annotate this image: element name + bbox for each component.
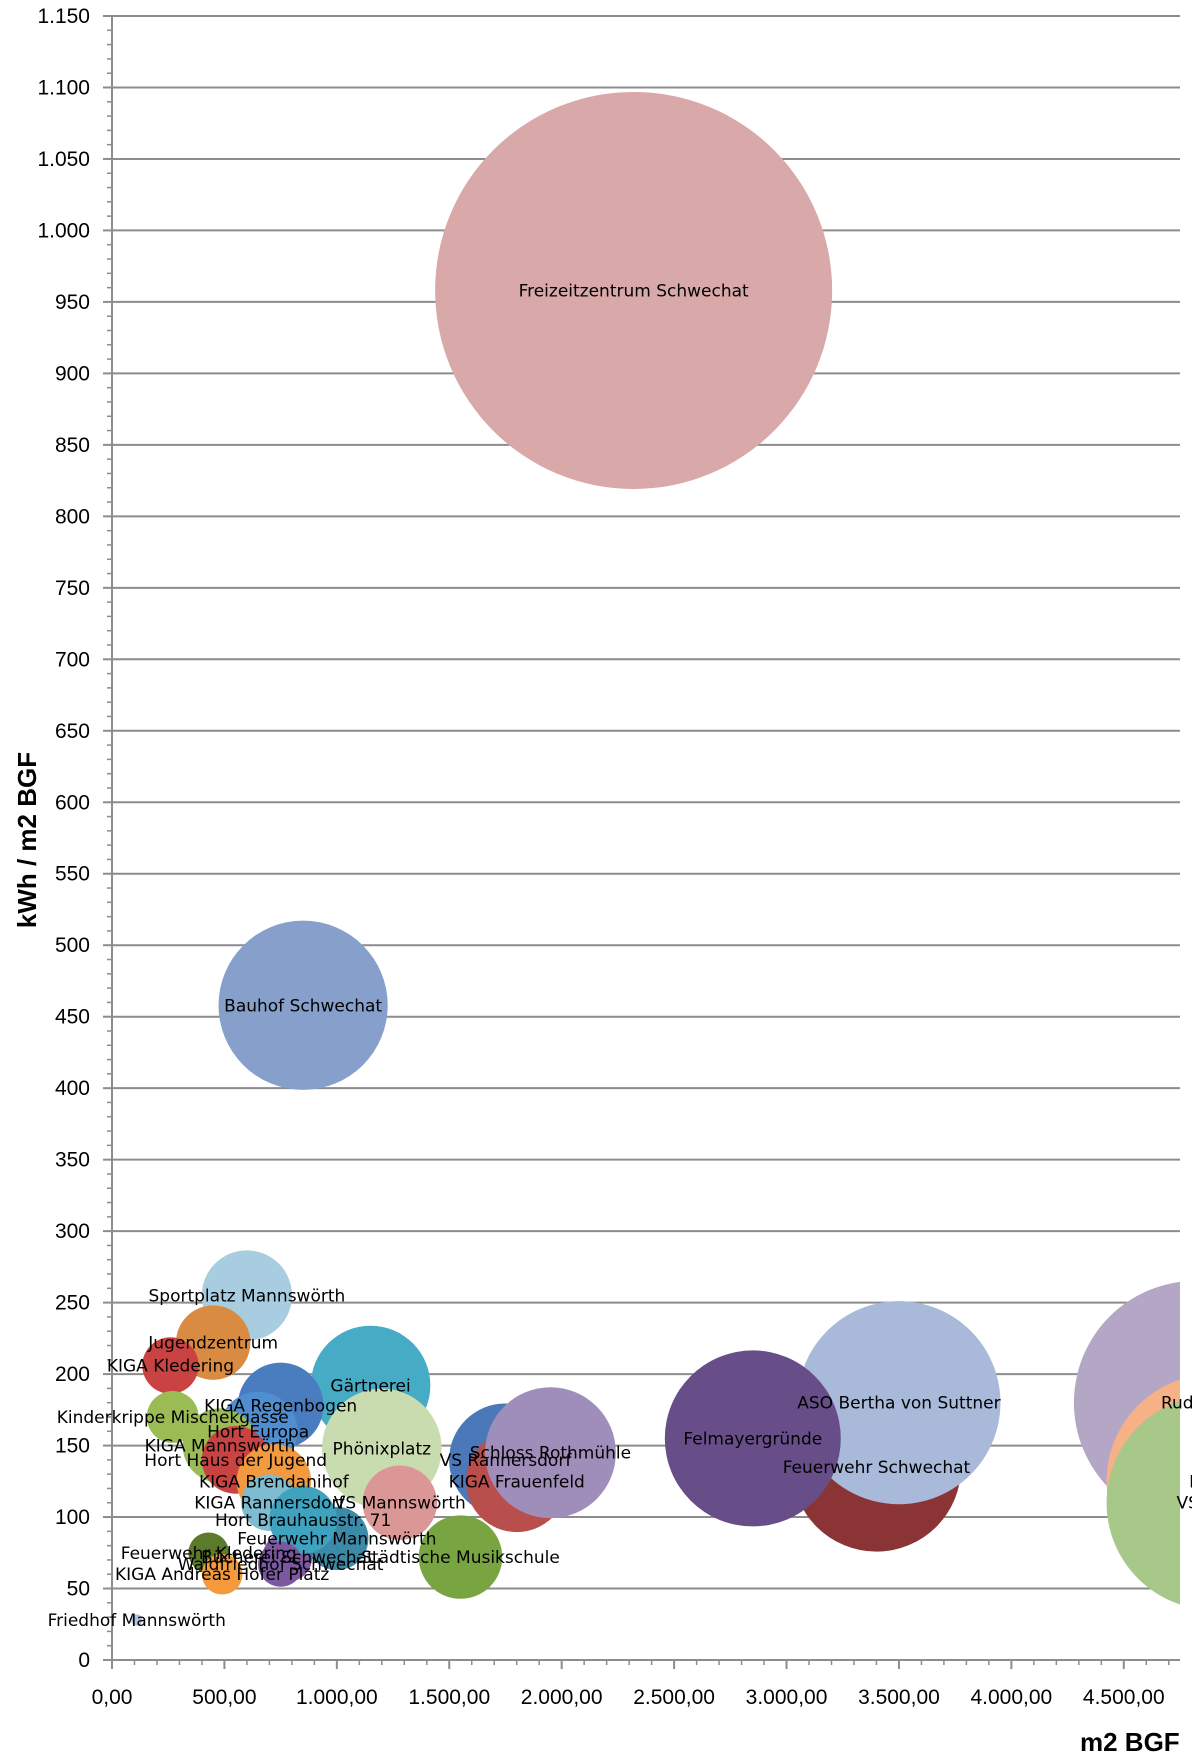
bubble-layer <box>131 91 1180 1626</box>
y-tick-label: 800 <box>55 505 90 528</box>
bubble-vs1-2-s <box>1106 1401 1180 1605</box>
x-tick-label: 1.000,00 <box>296 1686 378 1709</box>
bubble-aso-bertha-von-suttner <box>797 1301 1001 1505</box>
x-tick-label: 1.500,00 <box>408 1686 490 1709</box>
y-tick-label: 550 <box>55 863 90 886</box>
y-tick-label: 0 <box>78 1649 90 1672</box>
bubble-kiga-andreas-hofer-platz <box>201 1553 243 1595</box>
bubble-waldfriedhof-schwechat <box>258 1541 304 1587</box>
bubble-label-felmayergr-nde: Felmayergründe <box>683 1429 822 1449</box>
y-tick-label: 150 <box>55 1435 90 1458</box>
y-tick-label: 200 <box>55 1363 90 1386</box>
bubble-label-kiga-mannsw-rth: KIGA Mannswörth <box>145 1437 296 1457</box>
y-tick-label: 350 <box>55 1149 90 1172</box>
bubble-hort-brauhausstr-71 <box>269 1486 337 1554</box>
bubble-label-kiga-frauenfeld: KIGA Frauenfeld <box>449 1472 585 1492</box>
bubble-label-jugendzentrum: Jugendzentrum <box>147 1334 278 1354</box>
y-tick-label: 1.050 <box>37 148 90 171</box>
y-tick-label: 700 <box>55 648 90 671</box>
bubble-label-feuerwehr-schwechat: Feuerwehr Schwechat <box>783 1458 971 1478</box>
x-tick-label: 4.000,00 <box>970 1686 1052 1709</box>
bubble-label-freizeitzentrum-schwechat: Freizeitzentrum Schwechat <box>519 281 749 301</box>
y-tick-label: 400 <box>55 1077 90 1100</box>
bubble-label-g-rtnerei: Gärtnerei <box>330 1377 410 1397</box>
bubble-label-vs-rannersdorf: VS Rannersdorf <box>440 1451 573 1471</box>
bubble-label-hort-brauhausstr-71: Hort Brauhausstr. 71 <box>215 1511 391 1531</box>
y-tick-label: 850 <box>55 434 90 457</box>
y-tick-label: 900 <box>55 362 90 385</box>
y-tick-label: 600 <box>55 791 90 814</box>
tick-label-layer: 0 50 100 150 200 250 300 350 400 450 500 550 600 650 7… <box>37 5 1164 1709</box>
bubble-label-kiga-kledering: KIGA Kledering <box>107 1357 234 1377</box>
bubble-label-kiga-regenbogen: KIGA Regenbogen <box>204 1397 357 1417</box>
y-tick-label: 50 <box>67 1578 90 1601</box>
bubble-label-aso-bertha-von-suttner: ASO Bertha von Suttner <box>797 1394 1000 1414</box>
y-tick-label: 650 <box>55 720 90 743</box>
bubble-label-feuerwehr-mannsw-rth: Feuerwehr Mannswörth <box>237 1529 436 1549</box>
bubble-schloss-rothm-hle <box>485 1387 616 1519</box>
x-tick-label: 2.000,00 <box>521 1686 603 1709</box>
bubble-label-schloss-rothm-hle: Schloss Rothmühle <box>470 1444 631 1464</box>
bubble-label-bauhof-schwechat: Bauhof Schwechat <box>224 996 382 1016</box>
y-tick-label: 450 <box>55 1006 90 1029</box>
y-tick-label: 300 <box>55 1220 90 1243</box>
x-tick-label: 4.500,00 <box>1083 1686 1165 1709</box>
bubble-label-waldfriedhof-schwechat: Waldfriedhof Schwechat <box>178 1555 384 1575</box>
bubble-label-hort-haus-der-jugend: Hort Haus der Jugend <box>144 1451 327 1471</box>
y-tick-label: 750 <box>55 577 90 600</box>
x-axis-title: m2 BGF <box>1080 1727 1180 1756</box>
bubble-label-rudolf-t: Rudolf T <box>1161 1394 1192 1414</box>
bubble-label-st-dtische-musikschule: Städtische Musikschule <box>361 1548 560 1568</box>
bubble-label-hort-europa: Hort Europa <box>207 1422 309 1442</box>
x-tick-label: 2.500,00 <box>633 1686 715 1709</box>
bubble-friedhof-mannsw-rth <box>131 1614 143 1626</box>
y-tick-label: 1.150 <box>37 5 90 28</box>
y-tick-label: 1.100 <box>37 76 90 99</box>
bubble-label-friedhof-mannsw-rth: Friedhof Mannswörth <box>48 1611 226 1631</box>
bubble-freizeitzentrum-schwechat <box>435 91 833 490</box>
bubble-vs-mannsw-rth <box>362 1465 438 1540</box>
x-tick-label: 500,00 <box>192 1686 256 1709</box>
bubble-label-vs1-2-s: VS1+2 S <box>1176 1494 1192 1514</box>
y-tick-label: 1.000 <box>37 219 90 242</box>
bubble-label-kiga-andreas-hofer-platz: KIGA Andreas Hofer Platz <box>115 1565 329 1585</box>
x-tick-label: 3.000,00 <box>746 1686 828 1709</box>
bubble-label-layer: Freizeitzentrum Schwechat Bauhof Schwecha… <box>48 281 1192 1630</box>
y-tick-label: 100 <box>55 1506 90 1529</box>
y-tick-label: 250 <box>55 1292 90 1315</box>
bubble-label-sportplatz-mannsw-rth: Sportplatz Mannswörth <box>149 1286 346 1306</box>
bubble-st-dtische-musikschule <box>418 1515 503 1599</box>
bubble-label-kiga-rannersdorf: KIGA Rannersdorf <box>194 1494 345 1514</box>
x-tick-label: 0,00 <box>92 1686 133 1709</box>
axes <box>103 15 1180 1669</box>
x-tick-label: 3.500,00 <box>858 1686 940 1709</box>
y-tick-label: 950 <box>55 291 90 314</box>
bubble-felmayergr-nde <box>664 1350 841 1527</box>
bubble-label-kinderkrippe-mischekgasse: Kinderkrippe Mischekgasse <box>57 1408 289 1428</box>
bubble-label-kiga-brendanihof: KIGA Brendanihof <box>199 1472 350 1492</box>
bubble-label-vs-mannsw-rth: VS Mannswörth <box>334 1494 466 1514</box>
bubble-kinderkrippe-mischekgasse <box>146 1391 199 1443</box>
bubble-label-feuerwehr-kledering: Feuerwehr Kledering <box>121 1544 297 1564</box>
bubble-label-b-cherei-schwechat: Bücherei Schwechat <box>201 1548 374 1568</box>
bubble-bauhof-schwechat <box>218 920 388 1090</box>
y-axis-title: kWh / m2 BGF <box>12 752 42 928</box>
bubble-label-ph-nixplatz: Phönixplatz <box>333 1439 432 1459</box>
bubble-kiga-kledering <box>142 1337 199 1394</box>
bubble-label-hs-sc: HS Sc <box>1189 1472 1192 1492</box>
y-tick-label: 500 <box>55 934 90 957</box>
